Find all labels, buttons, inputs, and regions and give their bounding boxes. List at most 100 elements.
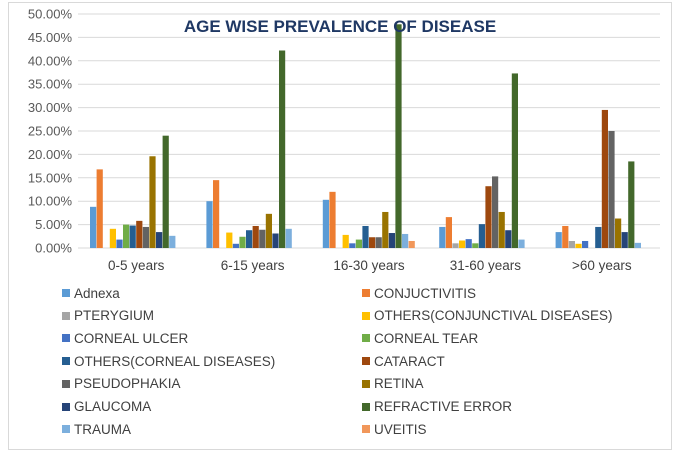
y-tick-label: 45.00% — [28, 30, 73, 45]
legend-item: CORNEAL TEAR — [362, 328, 478, 348]
bar-pseudophakia-2 — [375, 237, 382, 248]
legend-label: TRAUMA — [74, 421, 131, 437]
legend-label: CONJUCTIVITIS — [374, 285, 477, 301]
legend-label: GLAUCOMA — [74, 399, 152, 414]
y-tick-label: 20.00% — [28, 147, 73, 162]
legend-swatch — [362, 402, 370, 411]
bar-retina-0 — [149, 156, 156, 248]
bar-pseudophakia-0 — [142, 226, 149, 248]
legend-swatch — [62, 357, 70, 366]
bar-corneal-ulcer-3 — [465, 239, 472, 248]
legend-swatch — [362, 311, 370, 320]
bar-corneal-tear-3 — [472, 243, 479, 248]
bar-others-conjunctival-diseases-4 — [575, 243, 582, 248]
bar-uveitis-2 — [408, 240, 415, 248]
bar-glaucoma-2 — [388, 233, 395, 248]
legend-label: PTERYGIUM — [74, 308, 155, 324]
legend-item: UVEITIS — [362, 419, 427, 439]
bar-refractive-error-1 — [279, 50, 286, 248]
legend-label: REFRACTIVE ERROR — [374, 399, 513, 414]
bar-glaucoma-4 — [621, 232, 628, 248]
x-tick-label: 16-30 years — [333, 258, 405, 273]
bar-retina-3 — [498, 211, 505, 248]
bar-refractive-error-3 — [511, 73, 518, 248]
bar-pterygium-4 — [568, 240, 575, 248]
x-axis-ticks: 0-5 years 6-15 years 16-30 years 31-60 year… — [108, 258, 632, 273]
bar-others-conjunctival-diseases-2 — [342, 234, 349, 248]
bar-refractive-error-4 — [628, 161, 635, 248]
bars — [90, 24, 641, 248]
y-tick-label: 10.00% — [28, 194, 73, 209]
bar-adnexa-4 — [555, 232, 562, 248]
legend-swatch — [62, 289, 70, 297]
bar-trauma-2 — [402, 233, 409, 248]
y-tick-label: 25.00% — [28, 124, 73, 139]
legend-label: OTHERS(CONJUNCTIVAL DISEASES) — [374, 308, 613, 324]
legend-item: TRAUMA — [62, 419, 131, 439]
legend-swatch — [62, 311, 70, 320]
bar-others-corneal-diseases-2 — [362, 226, 369, 248]
y-tick-label: 50.00% — [28, 7, 73, 22]
legend-item: CONJUCTIVITIS — [362, 283, 476, 303]
legend-item: GLAUCOMA — [62, 397, 151, 417]
bar-conjuctivitis-4 — [562, 226, 569, 248]
legend-swatch — [62, 379, 70, 388]
bar-conjuctivitis-2 — [329, 191, 336, 248]
bar-others-conjunctival-diseases-0 — [109, 228, 116, 248]
x-tick-label: 31-60 years — [450, 258, 522, 273]
bar-pterygium-3 — [452, 243, 459, 248]
bar-retina-1 — [265, 213, 272, 248]
legend-swatch — [62, 334, 70, 343]
bar-refractive-error-0 — [162, 135, 169, 248]
legend-swatch — [362, 289, 370, 297]
legend-label: RETINA — [374, 376, 424, 392]
bar-trauma-0 — [169, 235, 176, 248]
bar-glaucoma-0 — [156, 232, 163, 248]
legend-item: OTHERS(CONJUNCTIVAL DISEASES) — [362, 306, 613, 326]
bar-glaucoma-3 — [505, 230, 512, 248]
bar-retina-4 — [615, 218, 622, 248]
bar-retina-2 — [382, 211, 389, 248]
legend-item: RETINA — [362, 374, 424, 394]
legend-item: Adnexa — [62, 283, 120, 303]
bar-corneal-tear-2 — [355, 239, 362, 248]
bar-others-corneal-diseases-3 — [478, 224, 485, 248]
legend-label: UVEITIS — [374, 421, 427, 437]
bar-adnexa-0 — [90, 206, 97, 248]
legend-label: CATARACT — [374, 353, 445, 369]
legend-item: OTHERS(CORNEAL DISEASES) — [62, 351, 275, 371]
bar-others-corneal-diseases-0 — [129, 225, 136, 248]
bar-conjuctivitis-3 — [445, 217, 452, 248]
bar-glaucoma-1 — [272, 233, 279, 248]
bar-cataract-0 — [136, 220, 143, 248]
bar-corneal-ulcer-1 — [232, 243, 239, 248]
legend-label: OTHERS(CORNEAL DISEASES) — [74, 353, 276, 369]
legend-swatch — [362, 425, 370, 434]
bar-conjuctivitis-0 — [96, 169, 103, 248]
y-tick-label: 5.00% — [35, 217, 72, 232]
legend-label: CORNEAL TEAR — [374, 330, 479, 346]
bar-others-corneal-diseases-1 — [246, 230, 253, 248]
legend-swatch — [362, 379, 370, 388]
x-tick-label: >60 years — [572, 258, 632, 273]
legend-item: REFRACTIVE ERROR — [362, 397, 512, 417]
bar-pseudophakia-3 — [492, 176, 499, 248]
legend-swatch — [362, 334, 370, 343]
bar-conjuctivitis-1 — [213, 180, 220, 248]
bar-others-conjunctival-diseases-3 — [459, 240, 466, 248]
legend-item: PTERYGIUM — [62, 306, 154, 326]
legend-label: CORNEAL ULCER — [74, 330, 189, 346]
y-tick-label: 0.00% — [35, 241, 72, 256]
bar-trauma-1 — [285, 228, 292, 248]
bar-others-corneal-diseases-4 — [595, 226, 602, 248]
y-axis-ticks: 0.00% 5.00% 10.00% 15.00% 20.00% 25.00% 30.00%… — [28, 7, 73, 256]
bar-cataract-1 — [252, 226, 259, 248]
bar-corneal-tear-0 — [123, 224, 130, 248]
bar-corneal-ulcer-2 — [349, 243, 356, 248]
y-tick-label: 35.00% — [28, 77, 73, 92]
legend-swatch — [362, 357, 370, 366]
bar-corneal-ulcer-0 — [116, 239, 123, 248]
y-tick-label: 30.00% — [28, 100, 73, 115]
bar-pseudophakia-4 — [608, 131, 615, 248]
